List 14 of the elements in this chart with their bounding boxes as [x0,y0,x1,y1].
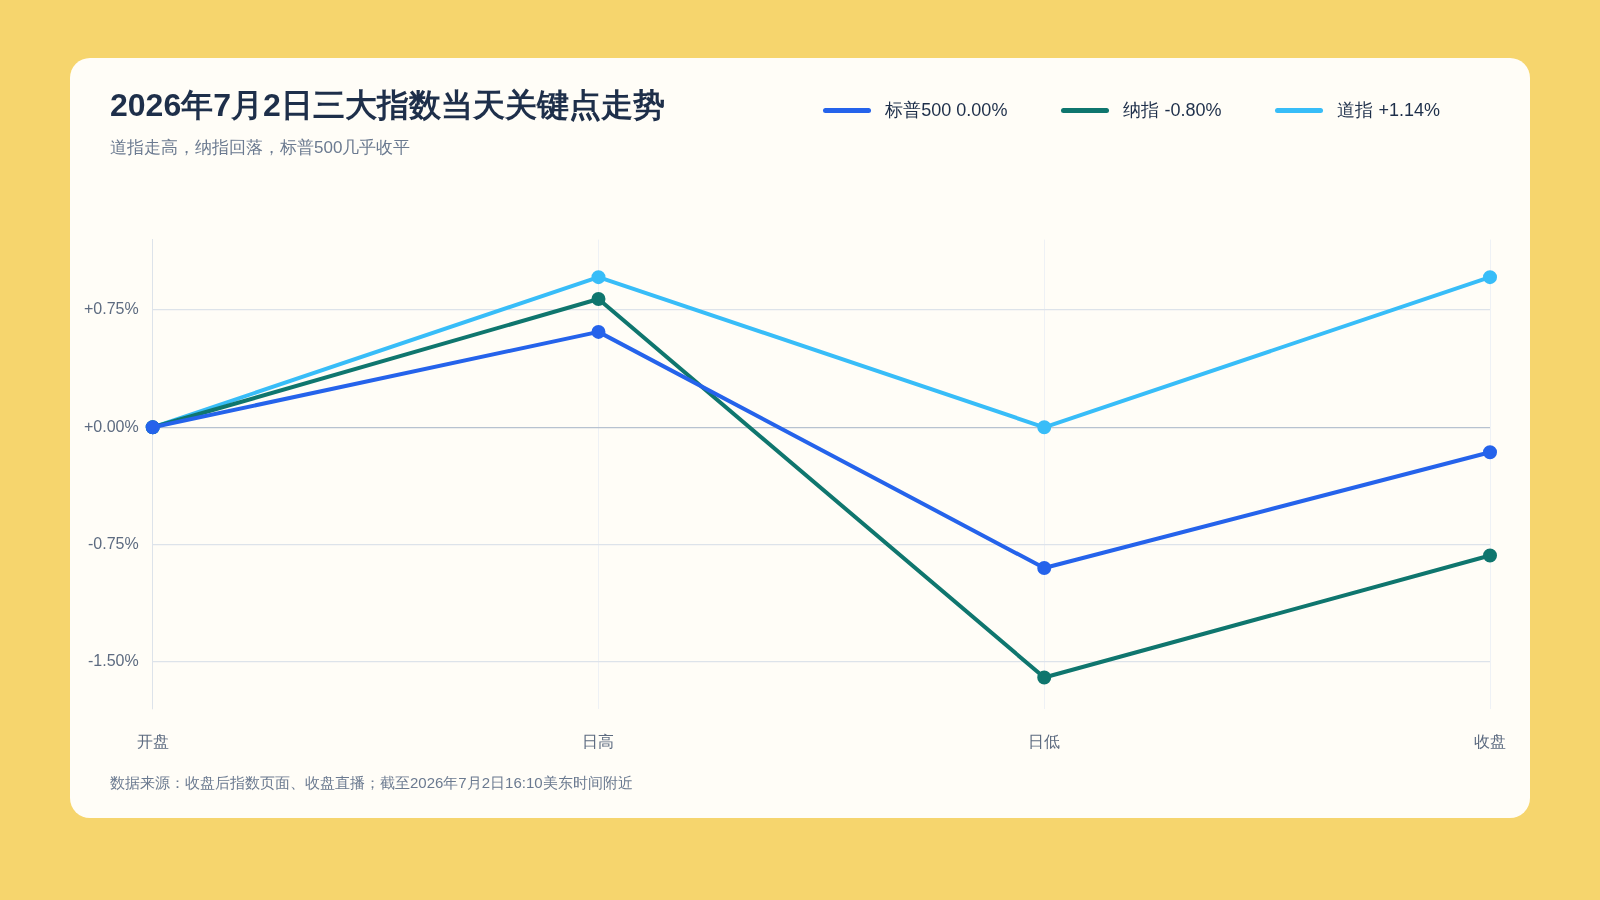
chart-title: 2026年7月2日三大指数当天关键点走势 [110,86,665,125]
x-tick-label: 日低 [1028,732,1061,750]
y-tick-label: -1.50% [88,652,139,670]
legend-label: 纳指 -0.80% [1123,99,1222,122]
x-tick-label: 开盘 [136,732,169,750]
y-tick-label: +0.75% [83,300,139,318]
y-tick-label: -0.75% [88,534,139,552]
legend-label: 标普500 0.00% [885,99,1008,122]
source-note: 数据来源：收盘后指数页面、收盘直播；截至2026年7月2日16:10美东时间附近 [110,774,633,793]
y-tick-label: +0.00% [83,417,139,435]
chart-subtitle: 道指走高，纳指回落，标普500几乎收平 [110,137,411,159]
x-tick-label: 日高 [582,732,615,750]
x-tick-label: 收盘 [1474,732,1506,750]
legend-label: 道指 +1.14% [1337,99,1440,122]
